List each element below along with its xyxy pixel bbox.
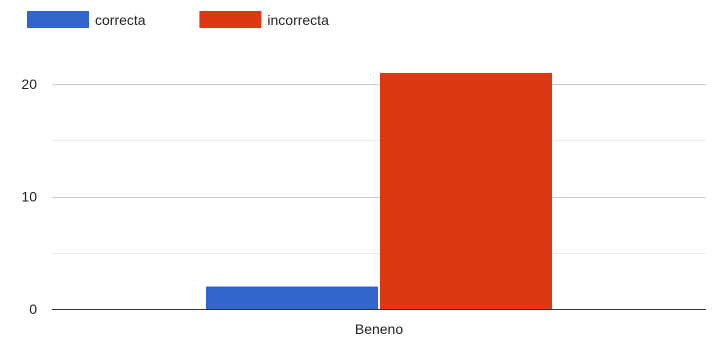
legend-label: incorrecta — [267, 12, 329, 28]
legend-swatch — [27, 11, 89, 28]
x-axis-categories: Beneno — [355, 321, 403, 337]
x-category-label: Beneno — [355, 321, 403, 337]
y-axis-ticks: 0 10 20 — [21, 76, 37, 317]
legend-swatch — [199, 11, 262, 28]
gridlines — [52, 84, 706, 254]
y-tick-label: 20 — [21, 76, 37, 92]
y-tick-label: 0 — [29, 301, 37, 317]
bars — [206, 72, 552, 310]
y-tick-label: 10 — [21, 189, 37, 205]
legend-label: correcta — [95, 12, 146, 28]
legend[interactable]: correcta incorrecta — [27, 11, 329, 28]
bar-incorrecta[interactable] — [380, 72, 552, 310]
legend-item-correcta[interactable]: correcta — [27, 11, 146, 28]
bar-correcta[interactable] — [206, 286, 378, 309]
legend-item-incorrecta[interactable]: incorrecta — [199, 11, 329, 28]
